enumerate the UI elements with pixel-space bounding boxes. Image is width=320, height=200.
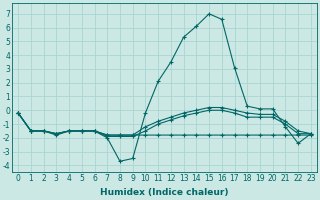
X-axis label: Humidex (Indice chaleur): Humidex (Indice chaleur) <box>100 188 229 197</box>
